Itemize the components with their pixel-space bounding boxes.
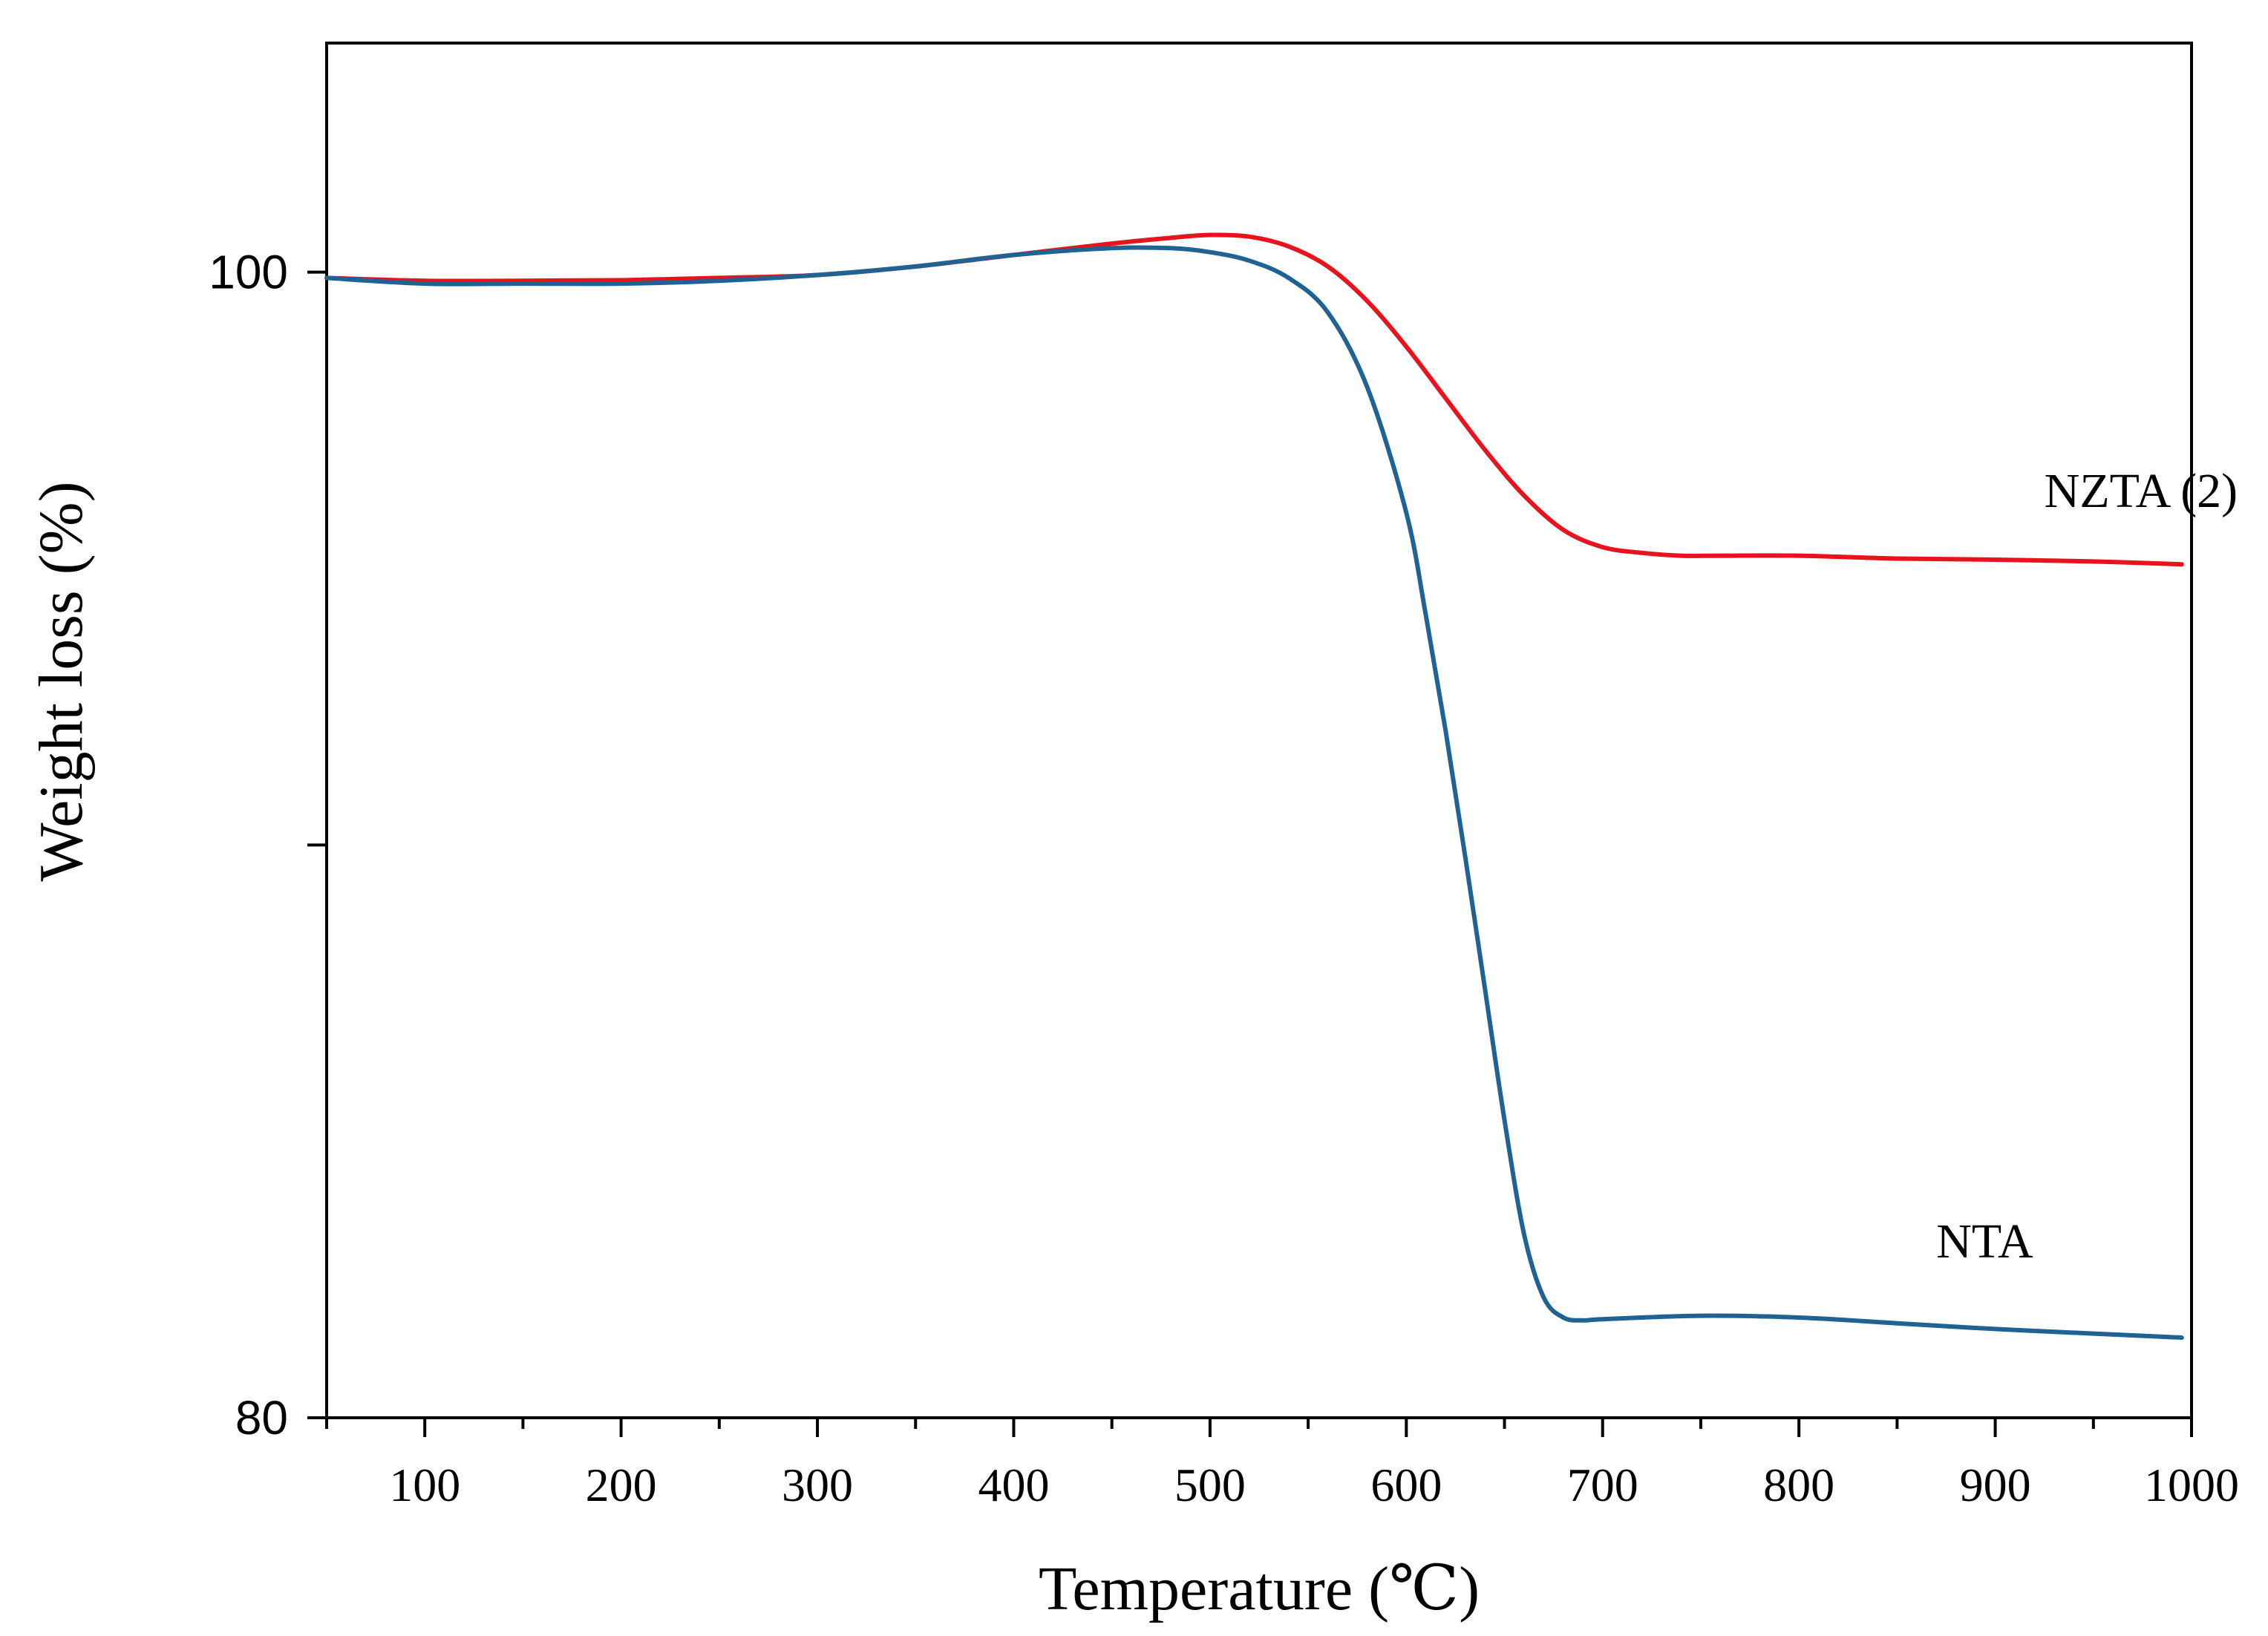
- x-tick-label: 1000: [2144, 1459, 2239, 1511]
- y-axis-label: Weight loss (%): [27, 481, 96, 881]
- x-tick-label: 100: [389, 1459, 460, 1511]
- x-tick-label: 600: [1370, 1459, 1442, 1511]
- series-lines: [324, 232, 2184, 1340]
- y-tick-label: 100: [209, 246, 288, 299]
- series-label-nzta-2: NZTA (2): [2045, 464, 2238, 518]
- y-tick-label: 80: [235, 1391, 288, 1444]
- x-tick-label: 800: [1763, 1459, 1834, 1511]
- series-line-nzta-2: [324, 232, 2184, 567]
- series-line-nta: [324, 245, 2184, 1340]
- x-tick-label: 400: [978, 1459, 1049, 1511]
- x-axis-label: Temperature (℃): [1039, 1554, 1480, 1623]
- series-labels: NZTA (2) NTA: [1936, 464, 2238, 1269]
- series-label-nta: NTA: [1936, 1214, 2033, 1269]
- x-axis-ticks: 100 200 300 400 500 600 700 800 900 1000: [325, 1418, 2239, 1511]
- x-tick-label: 900: [1960, 1459, 2031, 1511]
- x-tick-label: 700: [1567, 1459, 1638, 1511]
- x-tick-label: 300: [782, 1459, 853, 1511]
- plot-frame: [325, 42, 2193, 1419]
- x-tick-label: 500: [1174, 1459, 1246, 1511]
- x-tick-label: 200: [586, 1459, 657, 1511]
- y-axis-ticks: 80 100: [209, 246, 327, 1444]
